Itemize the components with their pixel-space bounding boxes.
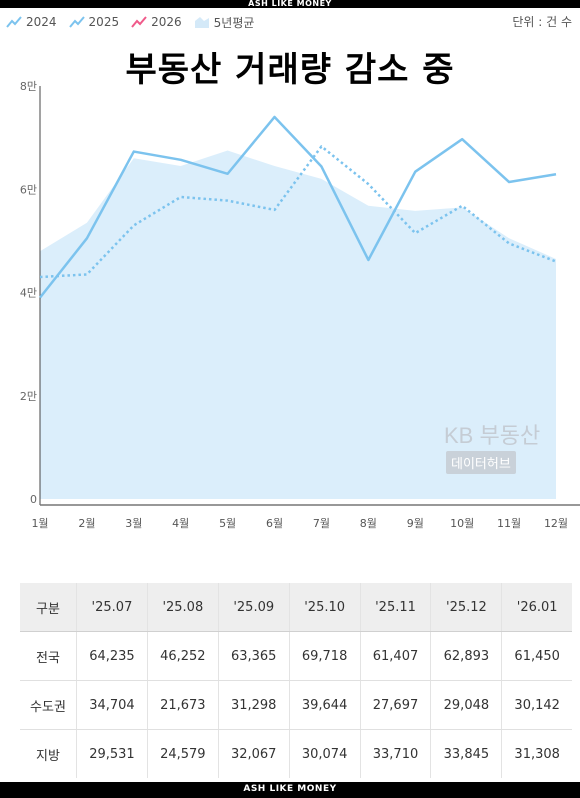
table-cell: 33,845: [430, 729, 502, 778]
y-tick-label: 6만: [20, 183, 37, 196]
table-cell: 64,235: [76, 631, 148, 681]
x-tick-label: 4월: [172, 517, 189, 530]
table-cell: 31,308: [501, 729, 572, 778]
x-tick-label: 12월: [544, 517, 568, 530]
area-icon: [194, 17, 209, 28]
table-cell: 46,252: [146, 631, 219, 681]
table-header-cell: '25.10: [288, 583, 361, 632]
line-chart: 0 2만 4만 6만 8만 1월 2월 3월 4월 5월 6월 7월 8월 9월 10월 11월 12월: [20, 80, 580, 530]
y-tick-label: 8만: [20, 80, 37, 93]
table-cell: 수도권: [20, 680, 77, 730]
watermark-datahub: 데이터허브: [446, 451, 516, 474]
table-cell: 33,710: [359, 729, 431, 778]
table-cell: 24,579: [146, 729, 219, 778]
line-icon: [131, 16, 147, 28]
table-cell: 34,704: [76, 680, 148, 730]
x-tick-label: 1월: [31, 517, 48, 530]
x-tick-label: 7월: [313, 517, 330, 530]
table-cell: 61,450: [501, 631, 572, 681]
table-cell: 39,644: [288, 680, 361, 730]
x-tick-label: 8월: [360, 517, 377, 530]
table-cell: 30,142: [501, 680, 572, 730]
line-icon: [6, 16, 22, 28]
table-header-row: 구분 '25.07'25.08'25.09'25.10'25.11'25.12'2…: [20, 583, 572, 632]
x-tick-label: 5월: [219, 517, 236, 530]
watermark-kb: KB 부동산: [444, 423, 541, 448]
table-header-cell: '25.11: [359, 583, 431, 632]
x-tick-label: 2월: [78, 517, 95, 530]
brand-top: ASH LIKE MONEY: [248, 0, 332, 8]
avg-area: [40, 150, 556, 499]
y-tick-label: 4만: [20, 287, 37, 300]
x-tick-label: 10월: [450, 517, 474, 530]
table-header-cell: '25.07: [76, 583, 148, 632]
table-cell: 63,365: [217, 631, 290, 681]
table-cell: 전국: [20, 631, 77, 681]
table-cell: 32,067: [217, 729, 290, 778]
chart-title: 부동산 거래량 감소 중: [125, 50, 455, 90]
legend-avg-label: 5년평균: [213, 15, 255, 30]
legend-avg: 5년평균: [194, 14, 255, 31]
top-banner: ASH LIKE MONEY: [0, 0, 580, 8]
table-cell: 30,074: [288, 729, 361, 778]
table-header-cell: '26.01: [501, 583, 572, 632]
series-line-2024: [39, 145, 557, 279]
table-cell: 62,893: [430, 631, 502, 681]
table-header-cell: 구분: [20, 583, 77, 632]
legend-2025-label: 2025: [88, 15, 120, 29]
table-cell: 69,718: [288, 631, 361, 681]
data-table: 구분 '25.07'25.08'25.09'25.10'25.11'25.12'2…: [20, 583, 572, 778]
table-cell: 27,697: [359, 680, 431, 730]
table-cell: 29,531: [76, 729, 148, 778]
table-header-cell: '25.09: [217, 583, 290, 632]
bottom-banner: ASH LIKE MONEY: [0, 782, 580, 798]
legend-2026-label: 2026: [151, 15, 182, 29]
x-tick-label: 11월: [497, 517, 521, 530]
legend-2024: 2024: [6, 15, 57, 29]
table-cell: 21,673: [146, 680, 219, 730]
table-cell: 지방: [36, 748, 60, 764]
table-row: 수도권 34,704 21,673 31,298 39,644 27,697 29,048 3…: [20, 680, 572, 730]
legend-2026: 2026: [131, 15, 182, 29]
table-row: 지방 29,531 24,579 32,067 30,074 33,710 33,845 31…: [20, 729, 572, 778]
table-header-cell: '25.08: [146, 583, 219, 632]
legend-2025: 2025: [68, 15, 120, 29]
table-header-cell: '25.12: [430, 583, 502, 632]
y-tick-label: 0: [30, 493, 37, 506]
legend-2024-label: 2024: [26, 15, 57, 29]
x-tick-label: 3월: [125, 517, 142, 530]
unit-label: 단위 : 건 수: [512, 15, 572, 29]
series-line-2025: [39, 115, 557, 299]
x-tick-label: 9월: [407, 517, 424, 530]
line-icon: [68, 16, 85, 28]
brand-bottom: ASH LIKE MONEY: [243, 784, 337, 794]
y-tick-label: 2만: [20, 390, 37, 403]
table-cell: 29,048: [430, 680, 502, 730]
x-tick-label: 6월: [266, 517, 283, 530]
table-cell: 61,407: [359, 631, 431, 681]
chart-legend: 2024 2025 2026 5년평균: [6, 12, 254, 32]
table-row: 전국 64,235 46,252 63,365 69,718 61,407 62,893 61…: [20, 631, 572, 681]
table-cell: 31,298: [217, 680, 290, 730]
